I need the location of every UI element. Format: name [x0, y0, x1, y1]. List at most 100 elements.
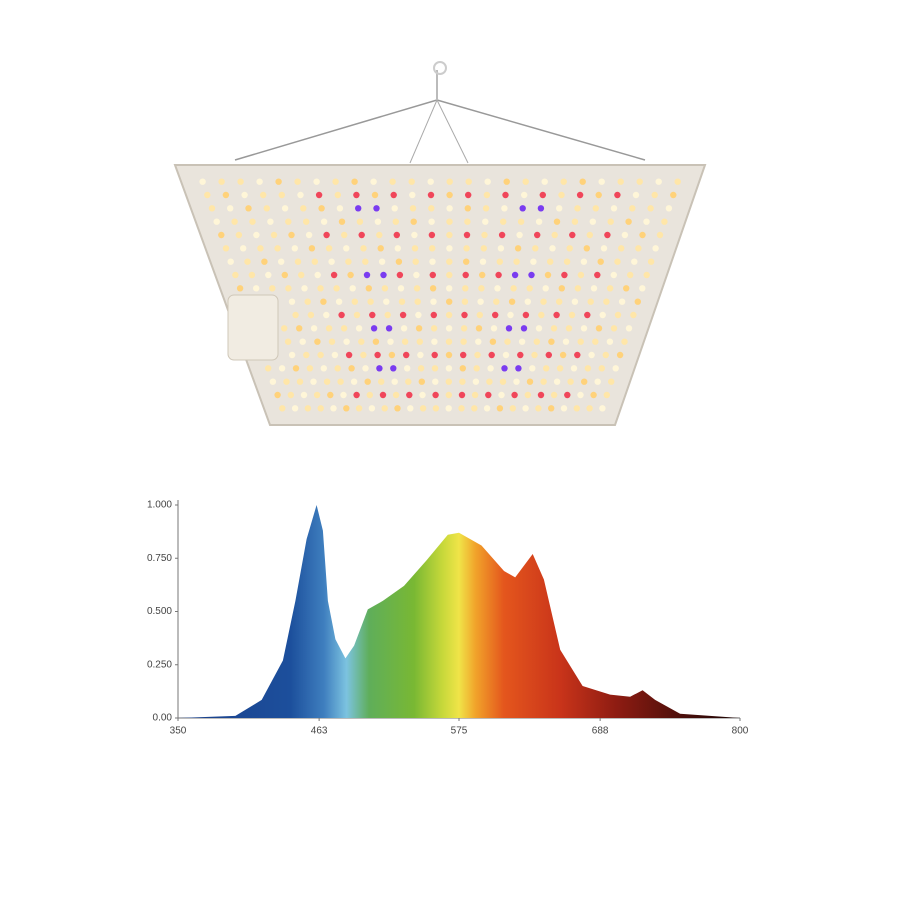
led [338, 218, 346, 225]
led [614, 191, 621, 199]
led [409, 191, 416, 199]
led [334, 365, 341, 372]
led [487, 365, 494, 372]
led [545, 351, 552, 359]
led [473, 365, 480, 372]
led [360, 351, 367, 359]
led [355, 205, 362, 212]
led [514, 245, 522, 252]
led [584, 311, 591, 319]
led [483, 405, 491, 412]
led [413, 285, 421, 292]
led [526, 285, 533, 292]
led [310, 325, 318, 332]
led [599, 405, 606, 412]
led [505, 325, 513, 332]
led [458, 391, 466, 399]
led [432, 378, 439, 385]
led [446, 258, 453, 265]
led [387, 338, 394, 345]
led [370, 178, 377, 185]
led [296, 378, 304, 385]
led [303, 218, 310, 225]
led [476, 311, 483, 319]
led [574, 351, 581, 359]
led [288, 351, 296, 359]
led [594, 271, 601, 279]
led [486, 378, 493, 385]
led [462, 285, 469, 292]
led [498, 391, 505, 399]
led [508, 298, 516, 305]
led [394, 405, 401, 412]
led [501, 365, 508, 372]
led [281, 205, 289, 212]
led [343, 338, 350, 345]
led [222, 191, 230, 199]
led [267, 218, 274, 225]
led [558, 191, 565, 199]
led [430, 311, 437, 319]
led [285, 285, 292, 292]
led [643, 271, 650, 279]
led [336, 205, 344, 212]
led [576, 191, 584, 199]
led [300, 391, 308, 399]
led [485, 391, 492, 399]
led [562, 338, 570, 345]
led [351, 298, 358, 305]
led [560, 178, 567, 185]
led [334, 191, 341, 199]
led [310, 378, 317, 385]
led [428, 205, 435, 212]
led [265, 271, 272, 279]
led [408, 178, 415, 185]
led [340, 391, 347, 399]
led [537, 391, 545, 399]
led [548, 338, 555, 345]
led [503, 178, 510, 185]
led [431, 338, 438, 345]
led [281, 325, 288, 332]
led [465, 191, 472, 199]
led [314, 338, 321, 345]
led [362, 258, 369, 265]
led [294, 178, 301, 185]
led [353, 191, 360, 199]
led [301, 285, 308, 292]
led [446, 191, 453, 199]
led [651, 191, 658, 199]
led [590, 285, 598, 292]
led [446, 298, 453, 305]
led [298, 271, 305, 279]
led [341, 231, 348, 239]
led [631, 258, 638, 265]
led [390, 365, 397, 372]
y-tick-label: 1.000 [147, 500, 172, 511]
led [413, 271, 420, 279]
led [479, 271, 486, 279]
led [480, 245, 487, 252]
x-tick-label: 688 [592, 726, 609, 737]
led [311, 258, 318, 265]
led [567, 378, 574, 385]
led [245, 205, 252, 212]
led [465, 178, 472, 185]
led [248, 271, 256, 279]
led [535, 325, 543, 332]
led [556, 298, 563, 305]
led [325, 325, 333, 332]
led [597, 258, 604, 265]
led [551, 231, 558, 239]
led [445, 378, 452, 385]
led [570, 365, 578, 372]
led [227, 205, 234, 212]
led [405, 378, 412, 385]
led [518, 338, 526, 345]
led [399, 311, 407, 319]
led [374, 351, 381, 359]
led [502, 351, 510, 359]
led [429, 285, 437, 292]
led [577, 391, 584, 399]
led [670, 191, 677, 199]
